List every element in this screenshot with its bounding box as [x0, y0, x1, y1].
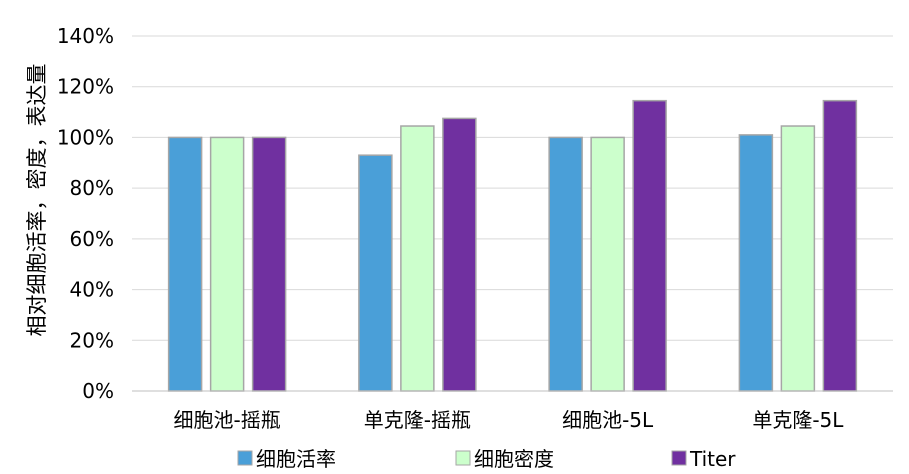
- bar: [590, 136, 625, 392]
- legend-label: 细胞密度: [474, 447, 554, 471]
- x-tick-label: 细胞池-5L: [562, 408, 654, 432]
- legend-label: 细胞活率: [256, 447, 336, 471]
- y-tick-label: 100%: [57, 125, 114, 149]
- x-tick-label: 单克隆-5L: [752, 408, 844, 432]
- bar: [548, 136, 583, 392]
- legend-item: 细胞活率: [237, 447, 336, 471]
- legend-item: Titer: [671, 447, 736, 471]
- x-axis-category-labels: 细胞池-摇瓶 单克隆-摇瓶 细胞池-5L 单克隆-5L: [174, 408, 845, 432]
- y-tick-label: 140%: [57, 24, 114, 48]
- bar: [442, 117, 477, 392]
- gridlines: [132, 35, 893, 341]
- y-tick-label: 60%: [70, 227, 114, 251]
- bar: [358, 154, 393, 392]
- x-tick-label: 单克隆-摇瓶: [364, 408, 471, 432]
- y-axis-label: 相对细胞活率，密度，表达量: [25, 64, 49, 337]
- y-tick-label: 0%: [82, 379, 114, 403]
- bar: [738, 134, 774, 392]
- bar: [632, 99, 667, 392]
- x-tick-label: 细胞池-摇瓶: [174, 408, 281, 432]
- bar: [780, 125, 816, 392]
- bar: [209, 136, 245, 392]
- bars: [167, 99, 858, 392]
- legend-label: Titer: [689, 447, 736, 471]
- legend-swatch: [455, 450, 471, 466]
- legend-swatch: [671, 450, 687, 466]
- y-tick-label: 40%: [70, 278, 114, 302]
- y-axis-tick-labels: 0% 20% 40% 60% 80% 100% 120% 140%: [57, 24, 114, 403]
- bar: [400, 125, 435, 392]
- legend-item: 细胞密度: [455, 447, 554, 471]
- bar: [822, 99, 858, 392]
- legend: 细胞活率 细胞密度 Titer: [237, 447, 736, 471]
- y-tick-label: 80%: [70, 176, 114, 200]
- y-tick-label: 20%: [70, 328, 114, 352]
- legend-swatch: [237, 450, 253, 466]
- bar: [167, 136, 203, 392]
- bar: [251, 136, 287, 392]
- y-tick-label: 120%: [57, 75, 114, 99]
